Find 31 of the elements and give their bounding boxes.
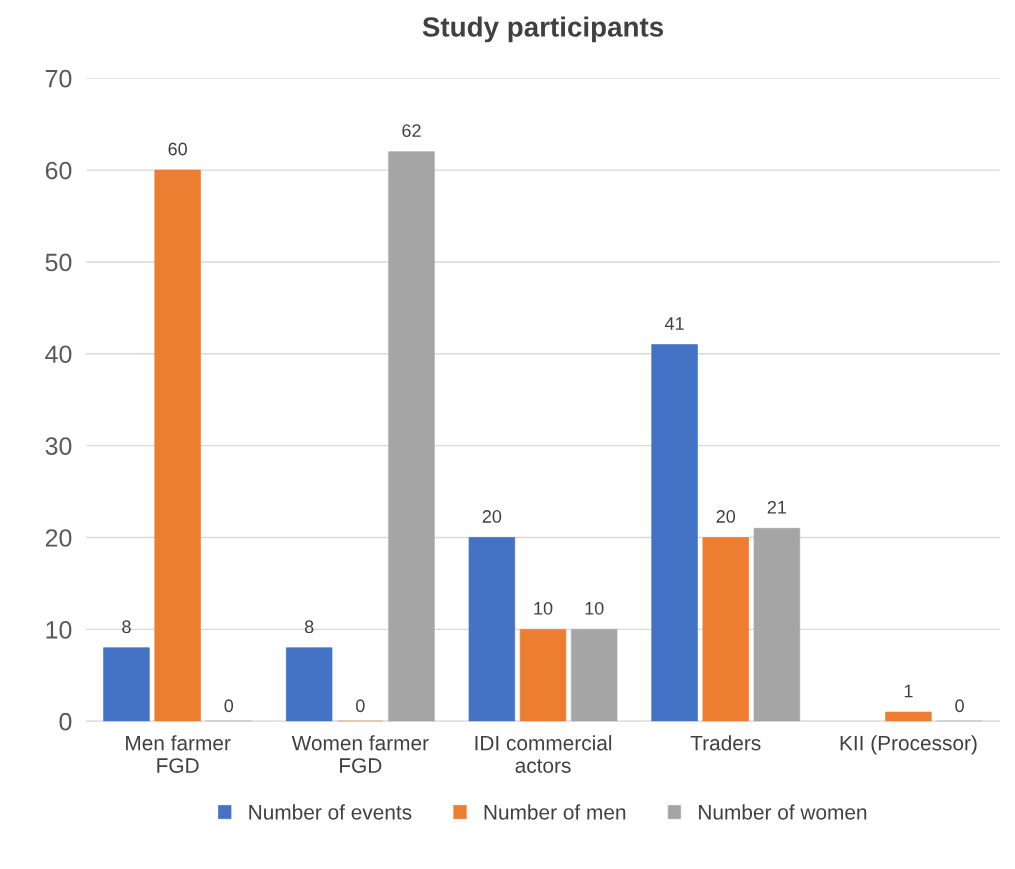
y-tick-label: 70 xyxy=(45,69,72,88)
data-label: 41 xyxy=(664,317,684,330)
data-label: 21 xyxy=(767,500,787,514)
data-label: 0 xyxy=(356,699,365,713)
y-tick-label: 60 xyxy=(45,161,72,180)
x-tick-label: Women farmer FGD xyxy=(291,735,429,773)
x-tick-label: Men farmer FGD xyxy=(126,735,231,773)
y-tick-label: 30 xyxy=(45,437,72,455)
data-label: 8 xyxy=(304,620,314,634)
data-label: 0 xyxy=(955,699,964,713)
x-tick-label: KII (Processor) xyxy=(840,735,977,755)
data-label: 20 xyxy=(716,510,736,523)
y-tick-label: 0 xyxy=(59,712,72,731)
data-label: 20 xyxy=(482,510,502,523)
data-label: 0 xyxy=(224,699,234,713)
data-label: 60 xyxy=(168,142,187,156)
data-label: 10 xyxy=(534,601,553,615)
chart-title: Study participants xyxy=(422,16,664,43)
y-tick-label: 10 xyxy=(46,621,72,639)
y-tick-label: 50 xyxy=(45,253,72,272)
legend-label: Number of women xyxy=(699,804,867,820)
data-label: 10 xyxy=(585,601,604,615)
x-tick-label: IDI commercial actors xyxy=(475,735,612,773)
legend-label: Number of events xyxy=(249,804,412,820)
data-label: 1 xyxy=(904,684,913,698)
legend-label: Number of men xyxy=(484,804,626,820)
y-tick-label: 20 xyxy=(45,529,72,547)
data-label: 8 xyxy=(122,620,131,634)
x-tick-label: Traders xyxy=(690,735,761,751)
y-tick-label: 40 xyxy=(45,345,72,364)
data-label: 62 xyxy=(402,124,421,138)
